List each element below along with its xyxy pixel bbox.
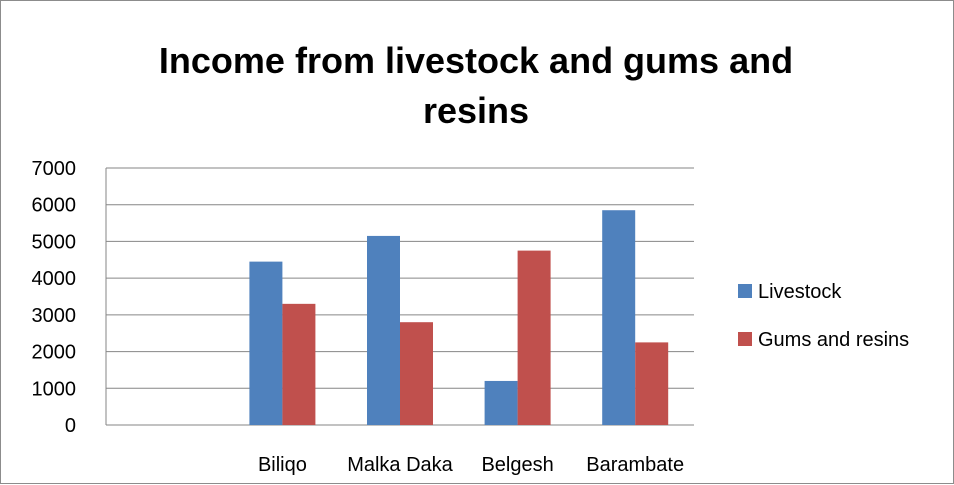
y-tick-label: 1000 [32, 378, 77, 400]
legend-label: Livestock [758, 281, 842, 303]
y-tick-label: 3000 [32, 305, 77, 327]
chart-title-line-2: resins [423, 90, 529, 131]
x-tick-label: Biliqo [258, 454, 307, 476]
bar-livestock [484, 380, 518, 425]
x-tick-label: Malka Daka [347, 454, 453, 476]
x-tick-label: Belgesh [481, 454, 553, 476]
y-tick-label: 0 [65, 415, 76, 437]
legend-swatch [738, 284, 752, 298]
bar-livestock [249, 261, 283, 425]
y-tick-label: 7000 [32, 158, 77, 180]
x-axis-ticks: Biliqo Malka Daka Belgesh Barambate [258, 454, 684, 476]
y-axis-ticks: 0 1000 2000 3000 4000 5000 6000 7000 [32, 158, 77, 437]
legend: Livestock Gums and resins [738, 281, 909, 351]
bars [249, 210, 669, 425]
bar-livestock [602, 210, 636, 425]
y-tick-label: 6000 [32, 195, 77, 217]
bar-gums-and-resins [635, 342, 669, 425]
y-tick-label: 4000 [32, 268, 77, 290]
y-tick-label: 2000 [32, 342, 77, 364]
y-tick-label: 5000 [32, 231, 77, 253]
legend-swatch [738, 332, 752, 346]
bar-gums-and-resins [517, 250, 551, 425]
legend-label: Gums and resins [758, 329, 909, 351]
bar-gums-and-resins [400, 322, 433, 425]
bar-gums-and-resins [282, 303, 316, 425]
chart-title-line-1: Income from livestock and gums and [159, 40, 793, 81]
bar-livestock [367, 235, 400, 425]
x-tick-label: Barambate [586, 454, 684, 476]
